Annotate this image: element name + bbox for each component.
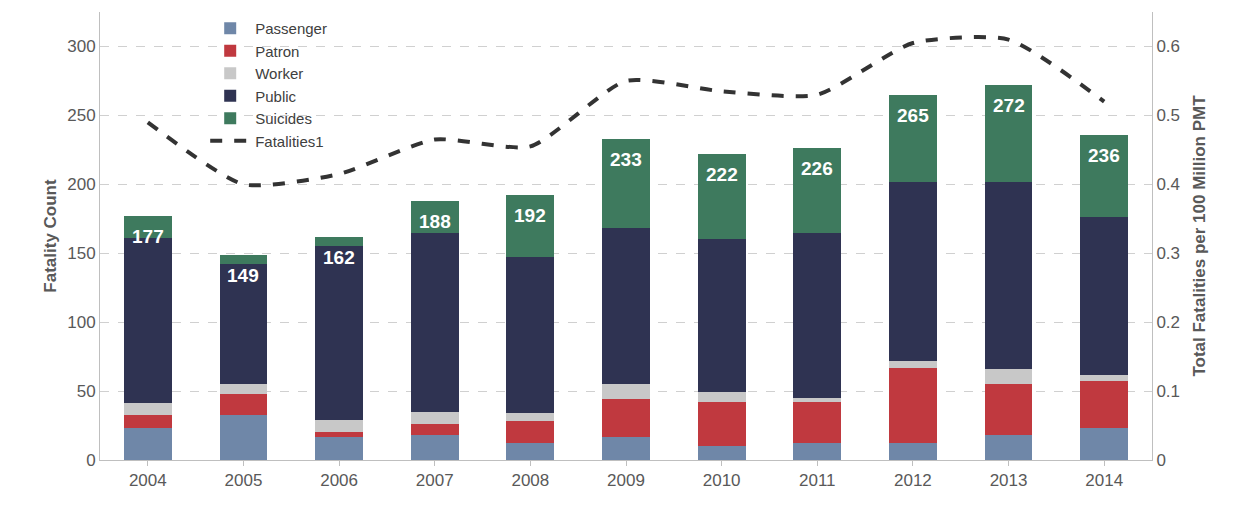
svg-text:Passenger: Passenger bbox=[255, 20, 327, 37]
svg-text:2007: 2007 bbox=[416, 471, 454, 490]
svg-text:272: 272 bbox=[993, 95, 1025, 116]
svg-text:Total Fatalities per 100 Milli: Total Fatalities per 100 Million PMT bbox=[1190, 95, 1209, 377]
svg-text:0.3: 0.3 bbox=[1156, 244, 1180, 263]
svg-text:222: 222 bbox=[706, 164, 738, 185]
svg-text:2014: 2014 bbox=[1085, 471, 1123, 490]
svg-text:Patron: Patron bbox=[255, 43, 299, 60]
svg-text:0.2: 0.2 bbox=[1156, 313, 1180, 332]
svg-text:265: 265 bbox=[897, 105, 929, 126]
svg-text:150: 150 bbox=[67, 244, 95, 263]
svg-text:2004: 2004 bbox=[129, 471, 167, 490]
svg-text:2009: 2009 bbox=[607, 471, 645, 490]
svg-text:0.6: 0.6 bbox=[1156, 37, 1180, 56]
svg-text:Fatality Count: Fatality Count bbox=[41, 179, 60, 293]
svg-text:2012: 2012 bbox=[894, 471, 932, 490]
svg-text:0.4: 0.4 bbox=[1156, 175, 1180, 194]
svg-text:Fatalities1: Fatalities1 bbox=[255, 133, 323, 150]
svg-text:149: 149 bbox=[227, 265, 259, 286]
svg-text:0: 0 bbox=[86, 451, 95, 470]
svg-text:Suicides: Suicides bbox=[255, 110, 312, 127]
svg-text:188: 188 bbox=[419, 211, 451, 232]
svg-text:2005: 2005 bbox=[225, 471, 263, 490]
svg-text:250: 250 bbox=[67, 106, 95, 125]
svg-text:192: 192 bbox=[514, 205, 546, 226]
svg-text:162: 162 bbox=[323, 247, 355, 268]
svg-text:Public: Public bbox=[255, 88, 296, 105]
svg-text:50: 50 bbox=[77, 382, 96, 401]
svg-text:Worker: Worker bbox=[255, 65, 303, 82]
svg-text:233: 233 bbox=[610, 149, 642, 170]
svg-text:2006: 2006 bbox=[320, 471, 358, 490]
svg-text:2010: 2010 bbox=[703, 471, 741, 490]
svg-text:0.5: 0.5 bbox=[1156, 106, 1180, 125]
svg-text:177: 177 bbox=[132, 226, 164, 247]
svg-text:2008: 2008 bbox=[511, 471, 549, 490]
svg-text:0: 0 bbox=[1156, 451, 1165, 470]
svg-text:236: 236 bbox=[1088, 145, 1120, 166]
svg-text:2013: 2013 bbox=[990, 471, 1028, 490]
svg-text:226: 226 bbox=[801, 158, 833, 179]
svg-text:100: 100 bbox=[67, 313, 95, 332]
svg-text:300: 300 bbox=[67, 37, 95, 56]
svg-text:200: 200 bbox=[67, 175, 95, 194]
svg-text:2011: 2011 bbox=[799, 471, 836, 490]
svg-text:0.1: 0.1 bbox=[1156, 382, 1180, 401]
